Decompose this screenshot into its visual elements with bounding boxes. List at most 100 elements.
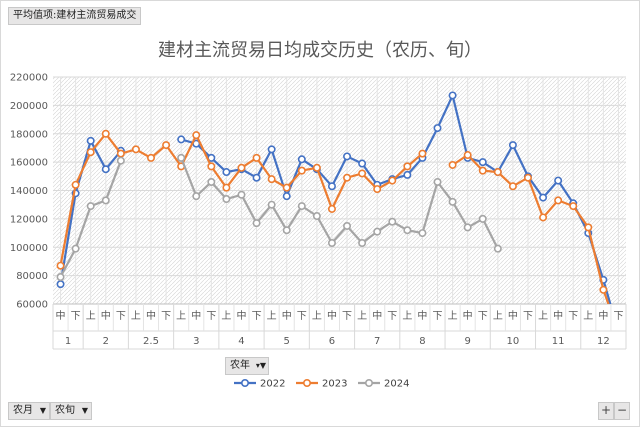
data-point[interactable]: [403, 226, 412, 235]
data-point[interactable]: [418, 229, 427, 238]
data-point[interactable]: [86, 136, 95, 145]
data-point[interactable]: [433, 124, 442, 133]
data-point[interactable]: [615, 329, 621, 335]
data-point[interactable]: [147, 153, 156, 162]
x-tick-label-period: 下: [478, 311, 488, 322]
data-point[interactable]: [554, 196, 563, 205]
data-point[interactable]: [523, 173, 532, 182]
data-point[interactable]: [478, 214, 487, 223]
x-tick-label-month: 3: [193, 336, 199, 347]
data-point[interactable]: [192, 192, 201, 201]
data-point[interactable]: [282, 183, 291, 192]
legend-field-button[interactable]: 农年 ▾▼: [225, 357, 269, 375]
legend-item-2024[interactable]: 2024: [358, 379, 409, 390]
data-point[interactable]: [343, 152, 352, 161]
data-point[interactable]: [508, 182, 517, 191]
data-point[interactable]: [343, 221, 352, 230]
data-point[interactable]: [56, 280, 65, 289]
data-point[interactable]: [615, 329, 621, 335]
data-point[interactable]: [327, 204, 336, 213]
data-point[interactable]: [448, 91, 457, 100]
data-point[interactable]: [418, 149, 427, 158]
collapse-field-button[interactable]: −: [614, 402, 630, 420]
data-point[interactable]: [101, 196, 110, 205]
data-point[interactable]: [343, 173, 352, 182]
data-point[interactable]: [448, 197, 457, 206]
data-point[interactable]: [252, 153, 261, 162]
filter-button-nongyue[interactable]: 农月 ▼: [8, 402, 50, 420]
data-point[interactable]: [207, 162, 216, 171]
data-point[interactable]: [297, 166, 306, 175]
data-point[interactable]: [478, 166, 487, 175]
data-point[interactable]: [116, 156, 125, 165]
data-point[interactable]: [312, 163, 321, 172]
data-point[interactable]: [237, 163, 246, 172]
data-point[interactable]: [508, 141, 517, 150]
data-point[interactable]: [71, 180, 80, 189]
data-point[interactable]: [56, 261, 65, 270]
data-point[interactable]: [267, 175, 276, 184]
data-point[interactable]: [86, 202, 95, 211]
data-point[interactable]: [463, 151, 472, 160]
legend-item-2022[interactable]: 2022: [234, 379, 285, 390]
data-point[interactable]: [463, 223, 472, 232]
data-point[interactable]: [584, 223, 593, 232]
data-point[interactable]: [267, 145, 276, 154]
data-point[interactable]: [403, 170, 412, 179]
data-point[interactable]: [237, 190, 246, 199]
legend-item-2023[interactable]: 2023: [296, 379, 347, 390]
data-point[interactable]: [116, 149, 125, 158]
data-point[interactable]: [358, 159, 367, 168]
legend-label: 2024: [384, 379, 409, 390]
data-point[interactable]: [539, 213, 548, 222]
expand-field-button[interactable]: +: [598, 402, 614, 420]
data-point[interactable]: [86, 148, 95, 157]
data-point[interactable]: [358, 169, 367, 178]
x-tick-label-period: 下: [252, 311, 262, 322]
data-point[interactable]: [448, 160, 457, 169]
data-point[interactable]: [373, 227, 382, 236]
legend-label: 2023: [322, 379, 347, 390]
data-point[interactable]: [222, 183, 231, 192]
data-point[interactable]: [297, 202, 306, 211]
data-point[interactable]: [312, 212, 321, 221]
x-tick-label-period: 下: [71, 311, 81, 322]
data-point[interactable]: [493, 244, 502, 253]
data-point[interactable]: [252, 173, 261, 182]
data-point[interactable]: [599, 285, 608, 294]
data-point[interactable]: [569, 202, 578, 211]
series-2024: [56, 153, 502, 282]
data-point[interactable]: [222, 168, 231, 177]
data-point[interactable]: [177, 153, 186, 162]
data-point[interactable]: [192, 131, 201, 140]
data-point[interactable]: [554, 176, 563, 185]
data-point[interactable]: [267, 200, 276, 209]
data-point[interactable]: [373, 185, 382, 194]
data-point[interactable]: [297, 155, 306, 164]
filter-button-nongxun[interactable]: 农旬 ▼: [50, 402, 92, 420]
data-point[interactable]: [207, 177, 216, 186]
data-point[interactable]: [282, 226, 291, 235]
data-point[interactable]: [56, 273, 65, 282]
data-point[interactable]: [222, 195, 231, 204]
data-point[interactable]: [433, 177, 442, 186]
value-field-button[interactable]: 平均值项:建材主流贸易成交: [8, 7, 142, 25]
data-point[interactable]: [252, 219, 261, 228]
data-point[interactable]: [493, 168, 502, 177]
data-point[interactable]: [388, 176, 397, 185]
data-point[interactable]: [162, 141, 171, 150]
data-point[interactable]: [131, 145, 140, 154]
data-point[interactable]: [101, 165, 110, 174]
data-point[interactable]: [177, 135, 186, 144]
legend-field-label: 农年: [230, 360, 250, 371]
data-point[interactable]: [282, 192, 291, 201]
data-point[interactable]: [403, 162, 412, 171]
data-point[interactable]: [388, 217, 397, 226]
data-point[interactable]: [327, 238, 336, 247]
data-point[interactable]: [358, 238, 367, 247]
data-point[interactable]: [71, 244, 80, 253]
data-point[interactable]: [327, 182, 336, 191]
data-point[interactable]: [539, 193, 548, 202]
data-point[interactable]: [101, 129, 110, 138]
data-point[interactable]: [478, 158, 487, 167]
